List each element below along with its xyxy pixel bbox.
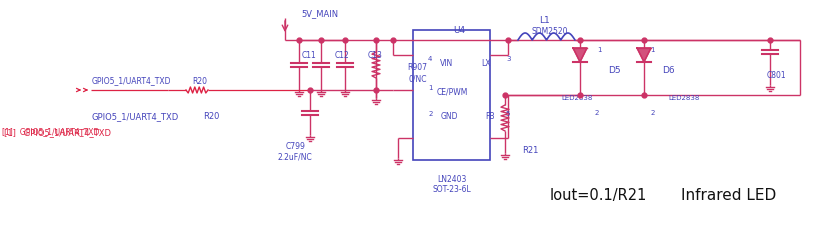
Text: SDM2520: SDM2520 [531,27,568,36]
Text: D6: D6 [662,66,674,74]
Text: Iout=0.1/R21: Iout=0.1/R21 [549,188,646,202]
Text: R20: R20 [192,76,206,85]
Text: C799: C799 [285,142,305,151]
Text: R21: R21 [522,146,538,154]
Text: 2: 2 [594,110,598,116]
Text: [1]   GPIO5_1/UART4_TXD: [1] GPIO5_1/UART4_TXD [4,128,111,137]
Text: GPIO5_1/UART4_TXD: GPIO5_1/UART4_TXD [92,112,179,121]
Text: C801: C801 [766,70,785,80]
Text: CE/PWM: CE/PWM [437,87,468,96]
Text: U4: U4 [453,26,465,35]
Text: C11: C11 [301,50,316,59]
Text: LN2403: LN2403 [437,174,466,183]
Text: 5: 5 [505,111,509,117]
Text: C12: C12 [334,50,349,59]
Text: 2: 2 [428,111,432,117]
Text: LED2838: LED2838 [561,94,592,100]
Text: R20: R20 [203,112,219,121]
Text: 2.2uF/NC: 2.2uF/NC [277,152,311,161]
Text: 2: 2 [649,110,654,116]
Polygon shape [636,49,650,63]
Text: 5V_MAIN: 5V_MAIN [301,9,338,18]
Text: R907: R907 [407,63,427,72]
Text: L1: L1 [539,16,550,24]
Text: C13: C13 [367,50,382,59]
Text: 0/NC: 0/NC [408,74,427,83]
Text: [1]   GPIO5_1/UART4_TXD: [1] GPIO5_1/UART4_TXD [2,127,99,136]
Text: VIN: VIN [440,58,453,68]
Text: Infrared LED: Infrared LED [680,188,775,202]
Text: 1: 1 [649,47,654,53]
Text: D5: D5 [608,66,620,74]
Text: 4: 4 [428,56,432,62]
Bar [413,31,490,160]
Text: 3: 3 [505,56,509,62]
Text: FB: FB [485,112,495,121]
Text: GND: GND [440,112,457,121]
Text: 1: 1 [428,85,432,91]
Text: SOT-23-6L: SOT-23-6L [432,184,471,193]
Polygon shape [572,49,586,63]
Text: GPIO5_1/UART4_TXD: GPIO5_1/UART4_TXD [92,76,171,85]
Text: LED2838: LED2838 [667,94,699,100]
Text: 1: 1 [596,47,600,53]
Text: LX: LX [481,58,491,68]
